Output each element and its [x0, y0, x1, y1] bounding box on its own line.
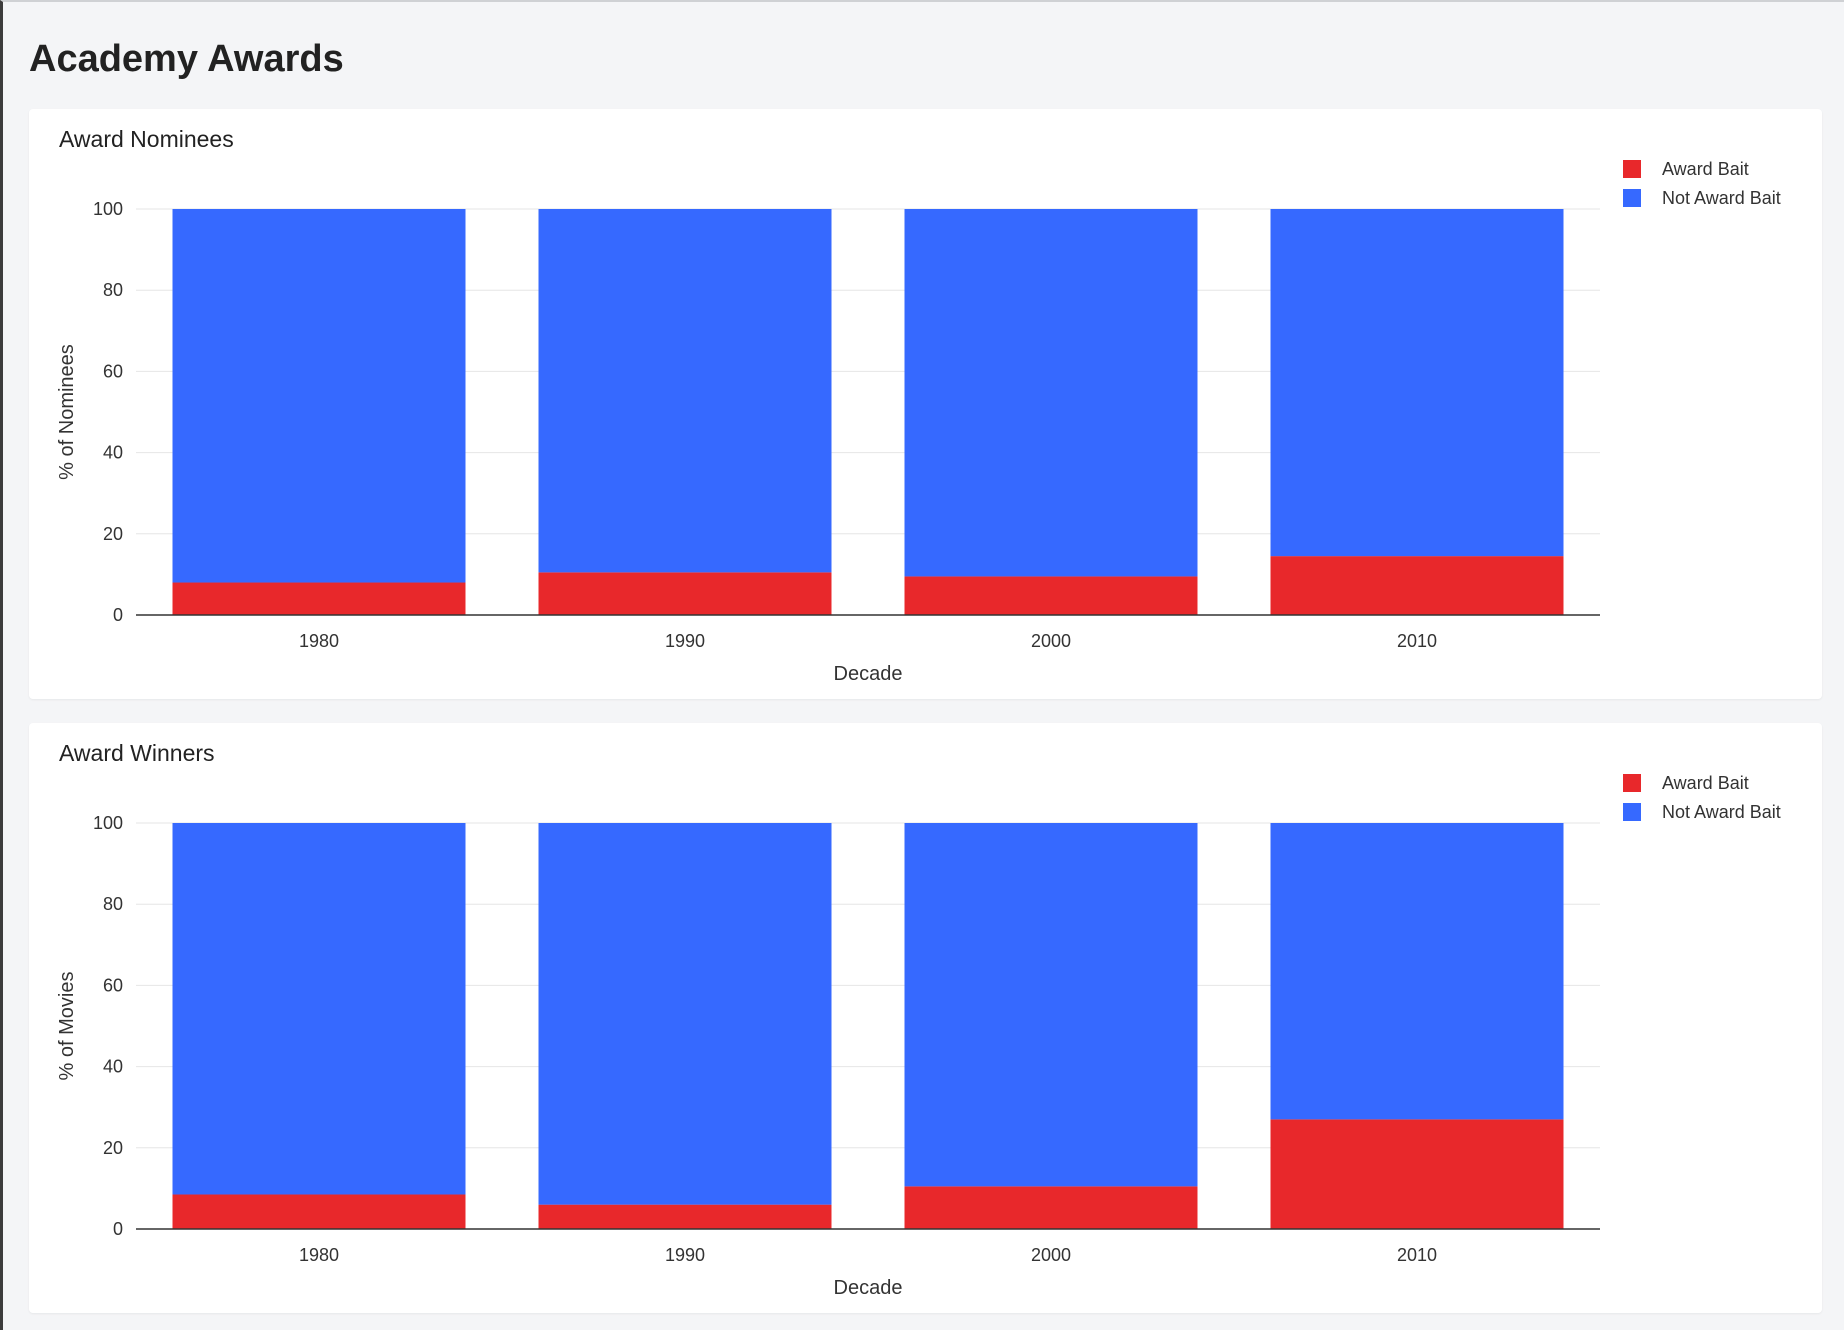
legend-label-award-bait: Award Bait	[1662, 773, 1749, 793]
y-tick-label: 40	[103, 1057, 123, 1077]
x-tick-label: 2010	[1397, 631, 1437, 651]
x-tick-label: 1980	[299, 631, 339, 651]
bar-not-award-bait-2010	[1270, 823, 1564, 1120]
chart-title: Award Nominees	[59, 126, 234, 152]
y-tick-label: 100	[93, 199, 123, 219]
x-tick-label: 1990	[665, 1245, 705, 1265]
bar-not-award-bait-1990	[538, 823, 832, 1205]
bar-award-bait-1990	[538, 572, 832, 615]
x-tick-label: 1980	[299, 1245, 339, 1265]
y-tick-label: 60	[103, 975, 123, 995]
bar-not-award-bait-1990	[538, 209, 832, 573]
nominees-chart: Award Nominees 0 20 40 60 80 100 1980 1990 2000 20…	[56, 126, 1781, 685]
bar-award-bait-1990	[538, 1204, 832, 1229]
y-tick-label: 0	[113, 1219, 123, 1239]
x-tick-label: 2000	[1031, 631, 1071, 651]
x-axis-title: Decade	[834, 663, 903, 685]
x-tick-label: 1990	[665, 631, 705, 651]
bar-award-bait-2010	[1270, 556, 1564, 615]
y-tick-label: 20	[103, 524, 123, 544]
y-tick-label: 40	[103, 443, 123, 463]
legend-swatch-not-award-bait	[1623, 803, 1641, 821]
chart-title: Award Winners	[59, 740, 215, 766]
y-tick-label: 20	[103, 1138, 123, 1158]
nominees-chart-card: Award Nominees 0 20 40 60 80 100 1980 1990 2000 20…	[29, 109, 1822, 699]
x-axis-title: Decade	[834, 1277, 903, 1299]
x-tick-label: 2010	[1397, 1245, 1437, 1265]
y-axis-title: % of Movies	[56, 972, 78, 1081]
legend-swatch-not-award-bait	[1623, 189, 1641, 207]
bar-award-bait-1980	[172, 1194, 466, 1229]
y-tick-label: 0	[113, 605, 123, 625]
bar-award-bait-2000	[904, 1186, 1198, 1229]
x-tick-label: 2000	[1031, 1245, 1071, 1265]
bar-award-bait-2000	[904, 576, 1198, 615]
winners-chart-card: Award Winners 0 20 40 60 80 100 1980 1990 2000 201…	[29, 723, 1822, 1313]
bar-not-award-bait-1980	[172, 209, 466, 583]
y-tick-label: 80	[103, 894, 123, 914]
y-tick-label: 80	[103, 280, 123, 300]
page-title: Academy Awards	[29, 38, 344, 80]
legend-swatch-award-bait	[1623, 160, 1641, 178]
bar-award-bait-1980	[172, 582, 466, 615]
legend-label-award-bait: Award Bait	[1662, 159, 1749, 179]
legend-swatch-award-bait	[1623, 774, 1641, 792]
bar-not-award-bait-2010	[1270, 209, 1564, 557]
winners-chart: Award Winners 0 20 40 60 80 100 1980 1990 2000 201…	[56, 740, 1781, 1299]
legend-label-not-award-bait: Not Award Bait	[1662, 188, 1781, 208]
bar-not-award-bait-2000	[904, 823, 1198, 1187]
bar-not-award-bait-2000	[904, 209, 1198, 577]
y-tick-label: 60	[103, 361, 123, 381]
y-axis-title: % of Nominees	[56, 344, 78, 480]
y-tick-label: 100	[93, 813, 123, 833]
bar-award-bait-2010	[1270, 1119, 1564, 1229]
legend-label-not-award-bait: Not Award Bait	[1662, 802, 1781, 822]
bar-not-award-bait-1980	[172, 823, 466, 1195]
